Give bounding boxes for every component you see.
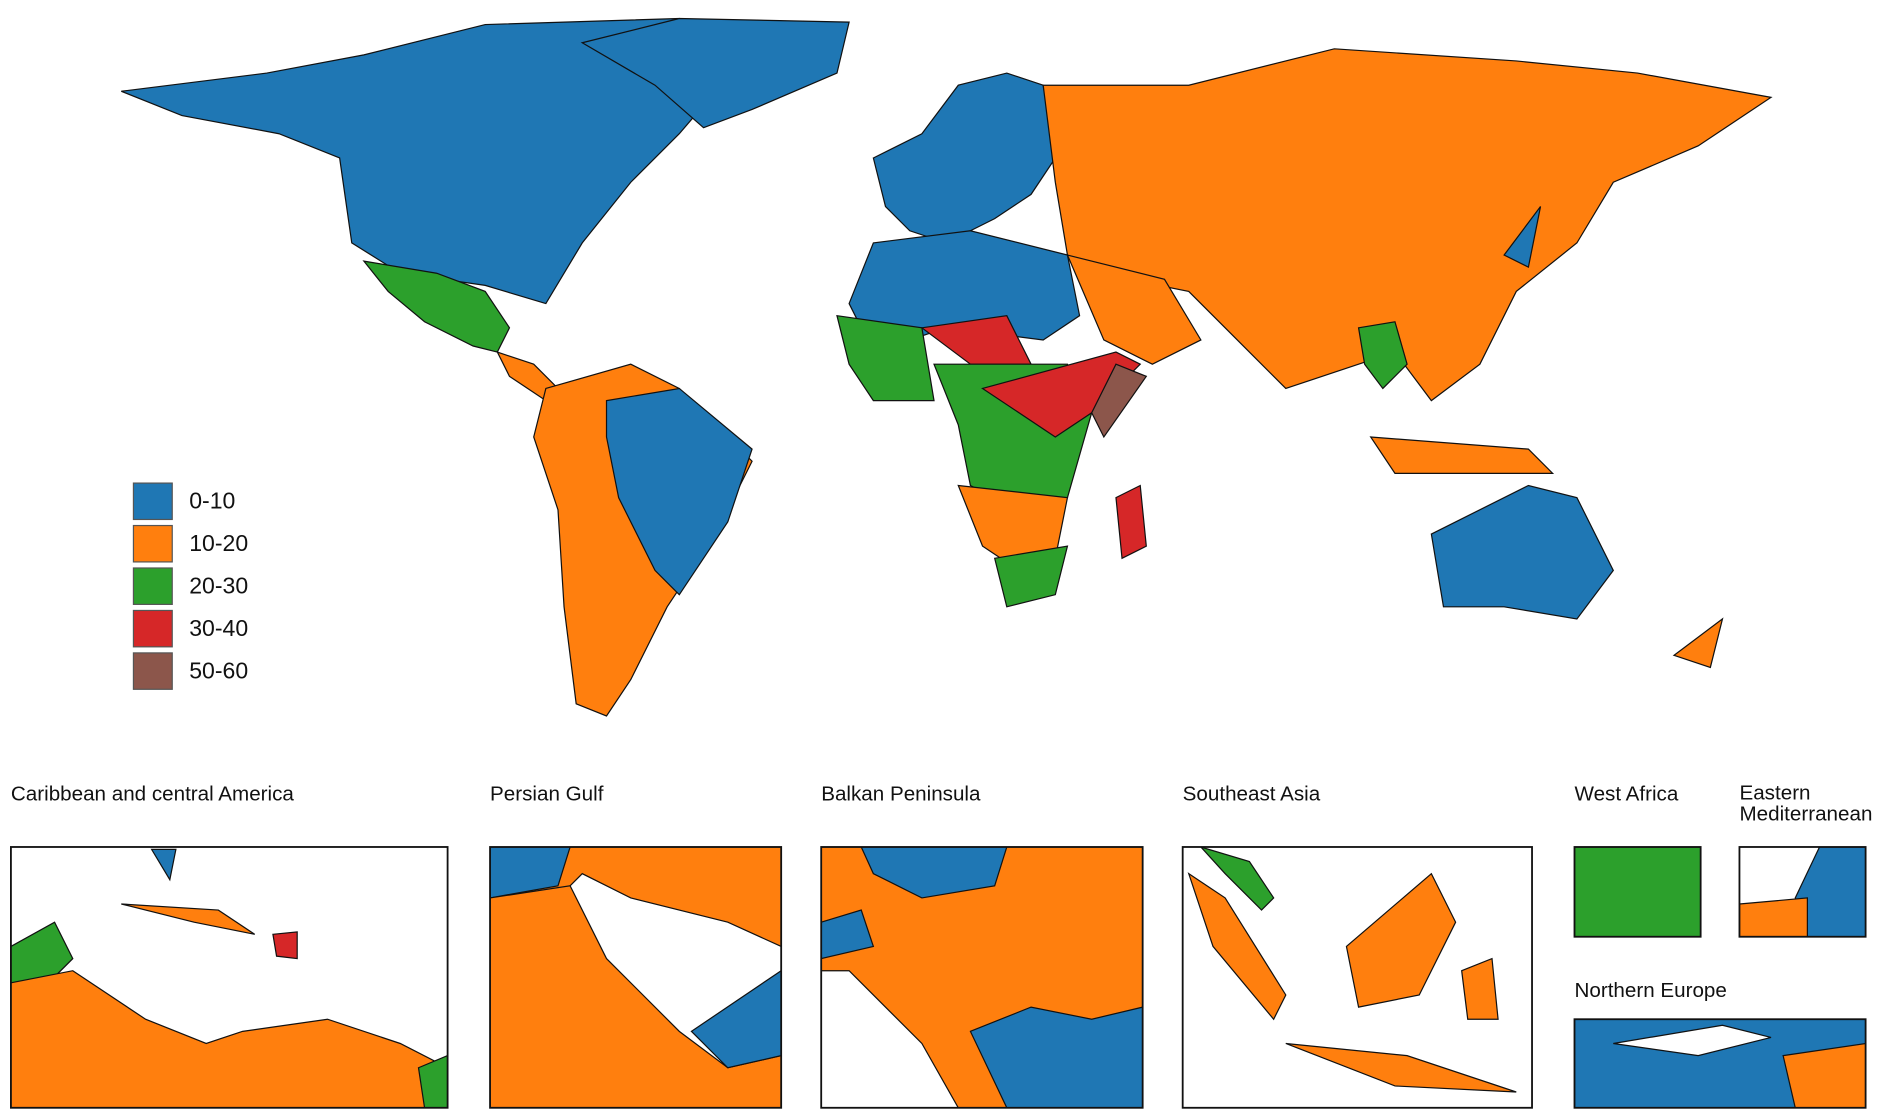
region xyxy=(1369,436,1555,474)
region xyxy=(1613,1024,1772,1057)
inset-frame xyxy=(1181,846,1533,1109)
legend-swatch xyxy=(132,524,173,563)
inset-title: Balkan Peninsula xyxy=(821,782,981,805)
inset-map xyxy=(1187,846,1517,1093)
region xyxy=(10,970,448,1108)
region xyxy=(1285,1042,1517,1093)
inset-title-box: Eastern Mediterranean xyxy=(1739,782,1873,826)
region xyxy=(1574,846,1701,937)
legend-label: 50-60 xyxy=(189,657,248,683)
region xyxy=(690,969,782,1069)
legend-swatch xyxy=(132,482,173,521)
legend-label: 20-30 xyxy=(189,572,248,598)
inset-title: Persian Gulf xyxy=(490,782,604,805)
legend-label: 10-20 xyxy=(189,530,248,556)
inset-map xyxy=(1739,846,1866,937)
region xyxy=(121,17,754,305)
region xyxy=(150,848,177,882)
inset-map xyxy=(1574,1019,1866,1108)
region xyxy=(1739,897,1808,937)
inset-frame xyxy=(1573,846,1702,938)
region xyxy=(969,1006,1143,1108)
legend-label: 0-10 xyxy=(189,488,235,514)
region xyxy=(272,931,298,960)
region xyxy=(1115,484,1147,560)
inset-frame xyxy=(820,846,1144,1109)
region xyxy=(605,387,753,596)
region xyxy=(1430,484,1615,620)
region xyxy=(993,545,1069,608)
region xyxy=(490,846,571,899)
inset-map xyxy=(821,846,1143,1108)
inset-title: Northern Europe xyxy=(1574,979,1726,1002)
region xyxy=(836,314,935,402)
region xyxy=(1200,846,1275,911)
region xyxy=(1503,206,1542,269)
legend-label: 30-40 xyxy=(189,615,248,641)
region xyxy=(872,72,1056,244)
region xyxy=(1066,254,1202,365)
inset-map xyxy=(10,848,448,1108)
region xyxy=(1357,321,1408,390)
inset-frame xyxy=(1573,1018,1867,1109)
legend: 0-10 10-20 20-30 30-40 50-60 xyxy=(132,482,248,690)
inset-map xyxy=(1574,846,1701,937)
region xyxy=(1345,872,1457,1008)
region xyxy=(860,846,1008,899)
region xyxy=(121,903,256,935)
region xyxy=(1672,617,1724,669)
legend-swatch xyxy=(132,652,173,690)
inset-title: Caribbean and central America xyxy=(11,782,295,805)
region xyxy=(10,921,74,984)
region xyxy=(1187,872,1287,1021)
region xyxy=(821,970,959,1108)
inset-frame xyxy=(1738,846,1867,938)
world-map xyxy=(121,17,1773,717)
inset-map xyxy=(490,846,782,1108)
region xyxy=(821,909,875,960)
inset-frame xyxy=(10,846,449,1109)
region xyxy=(1091,363,1148,439)
region xyxy=(580,17,850,129)
region xyxy=(1794,846,1866,937)
inset-title: Southeast Asia xyxy=(1183,782,1321,805)
inset-title: Eastern Mediterranean xyxy=(1739,782,1873,826)
legend-swatch xyxy=(132,567,173,605)
legend-swatch xyxy=(132,609,173,648)
region xyxy=(417,1054,448,1108)
region xyxy=(1782,1042,1866,1108)
inset-title: West Africa xyxy=(1574,782,1678,805)
inset-frame xyxy=(489,846,783,1109)
region xyxy=(1461,957,1499,1020)
